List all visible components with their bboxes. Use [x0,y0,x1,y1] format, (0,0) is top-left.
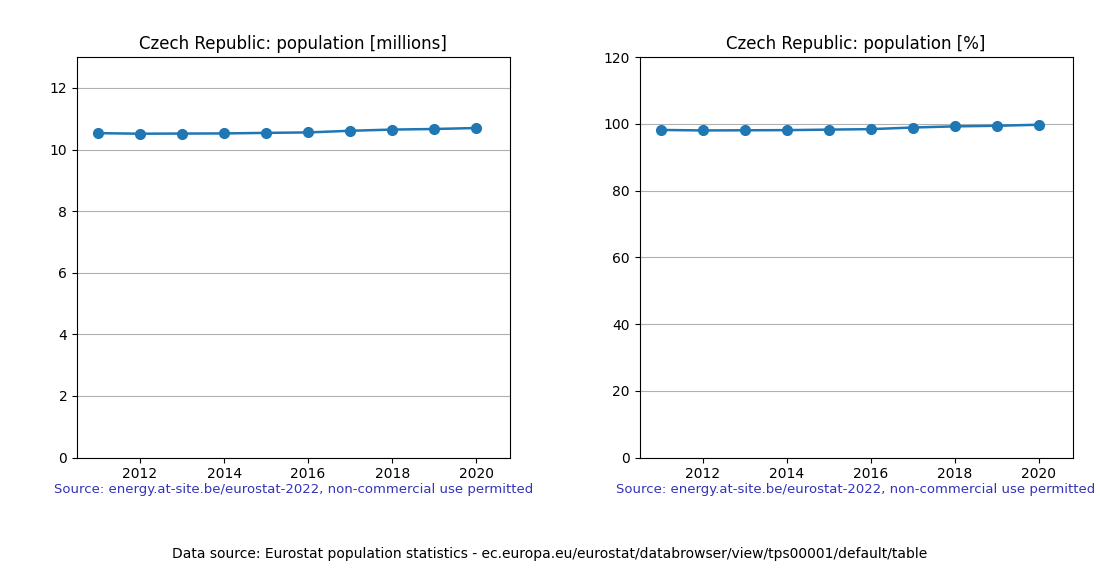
Text: Source: energy.at-site.be/eurostat-2022, non-commercial use permitted: Source: energy.at-site.be/eurostat-2022,… [616,483,1096,496]
Text: Source: energy.at-site.be/eurostat-2022, non-commercial use permitted: Source: energy.at-site.be/eurostat-2022,… [54,483,534,496]
Text: Data source: Eurostat population statistics - ec.europa.eu/eurostat/databrowser/: Data source: Eurostat population statist… [173,547,927,561]
Title: Czech Republic: population [millions]: Czech Republic: population [millions] [140,35,448,53]
Title: Czech Republic: population [%]: Czech Republic: population [%] [726,35,986,53]
